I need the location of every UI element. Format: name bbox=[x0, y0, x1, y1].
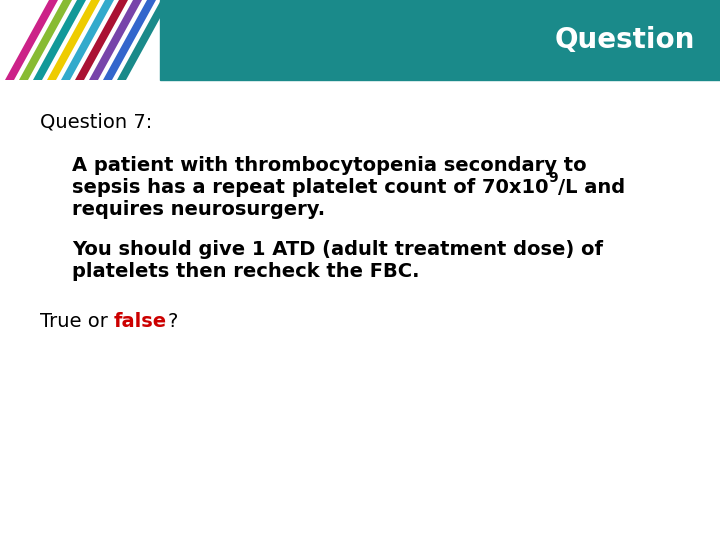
Polygon shape bbox=[47, 0, 100, 80]
Polygon shape bbox=[117, 0, 170, 80]
Polygon shape bbox=[89, 0, 142, 80]
Polygon shape bbox=[103, 0, 156, 80]
Text: /L and: /L and bbox=[558, 178, 625, 197]
Text: 9: 9 bbox=[549, 171, 558, 185]
Text: 9: 9 bbox=[549, 171, 558, 185]
Polygon shape bbox=[5, 0, 58, 80]
Text: requires neurosurgery.: requires neurosurgery. bbox=[72, 200, 325, 219]
Text: A patient with thrombocytopenia secondary to: A patient with thrombocytopenia secondar… bbox=[72, 156, 587, 175]
Text: Question 7:: Question 7: bbox=[40, 112, 152, 131]
Polygon shape bbox=[33, 0, 86, 80]
Text: You should give 1 ATD (adult treatment dose) of: You should give 1 ATD (adult treatment d… bbox=[72, 240, 603, 259]
Polygon shape bbox=[19, 0, 72, 80]
Bar bbox=[160, 0, 720, 80]
Text: Question: Question bbox=[554, 26, 695, 54]
Text: True or: True or bbox=[40, 312, 114, 331]
Text: sepsis has a repeat platelet count of 70x10: sepsis has a repeat platelet count of 70… bbox=[72, 178, 549, 197]
Polygon shape bbox=[61, 0, 114, 80]
Text: false: false bbox=[114, 312, 167, 331]
Polygon shape bbox=[75, 0, 128, 80]
Text: ?: ? bbox=[167, 312, 178, 331]
Text: platelets then recheck the FBC.: platelets then recheck the FBC. bbox=[72, 262, 420, 281]
